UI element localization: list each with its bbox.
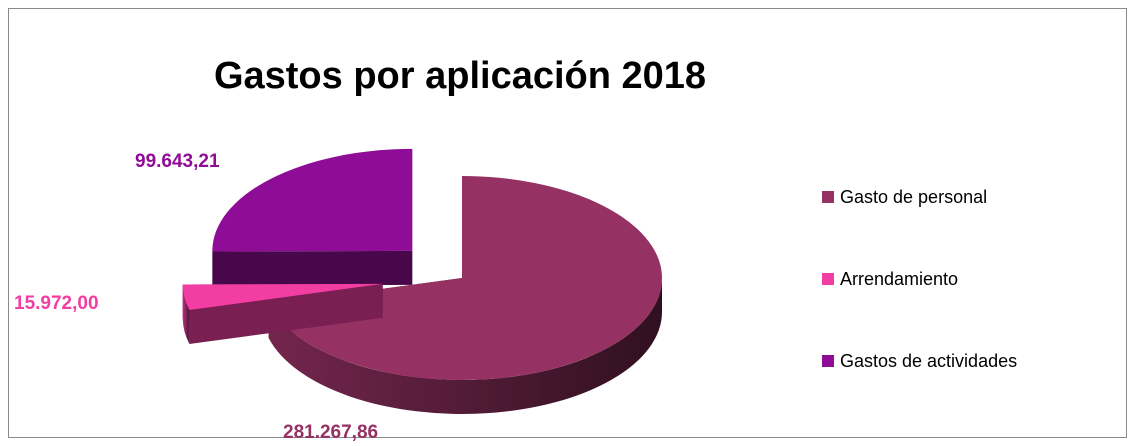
legend-label: Gasto de personal (840, 186, 988, 207)
legend-item-gastos-de-actividades: Gastos de actividades (822, 346, 1017, 376)
slice-top-face (212, 148, 413, 252)
legend-label: Arrendamiento (840, 268, 959, 289)
data-label-gasto-de-personal: 281.267,86 (283, 422, 378, 443)
chart-title: Gastos por aplicación 2018 (213, 55, 707, 97)
pie-slice-gastos-de-actividades (212, 148, 413, 286)
legend-item-arrendamiento: Arrendamiento (822, 264, 1017, 294)
legend-label: Gastos de actividades (840, 350, 1018, 371)
slice-side-wall (182, 284, 190, 345)
slice-cut-face (212, 250, 413, 286)
data-label-arrendamiento: 15.972,00 (14, 293, 99, 314)
legend-swatch (822, 191, 834, 203)
slice-side-wall (268, 278, 662, 415)
slice-top-face (182, 283, 383, 311)
pie-slice-arrendamiento (182, 283, 383, 345)
pie-chart: 281.267,86 15.972,00 99.643,21 (14, 148, 662, 443)
legend: Gasto de personal Arrendamiento Gastos d… (822, 182, 1017, 428)
legend-swatch (822, 355, 834, 367)
legend-item-gasto-de-personal: Gasto de personal (822, 182, 1017, 212)
data-label-gastos-de-actividades: 99.643,21 (135, 151, 220, 172)
slice-top-face (268, 176, 662, 380)
legend-swatch (822, 273, 834, 285)
